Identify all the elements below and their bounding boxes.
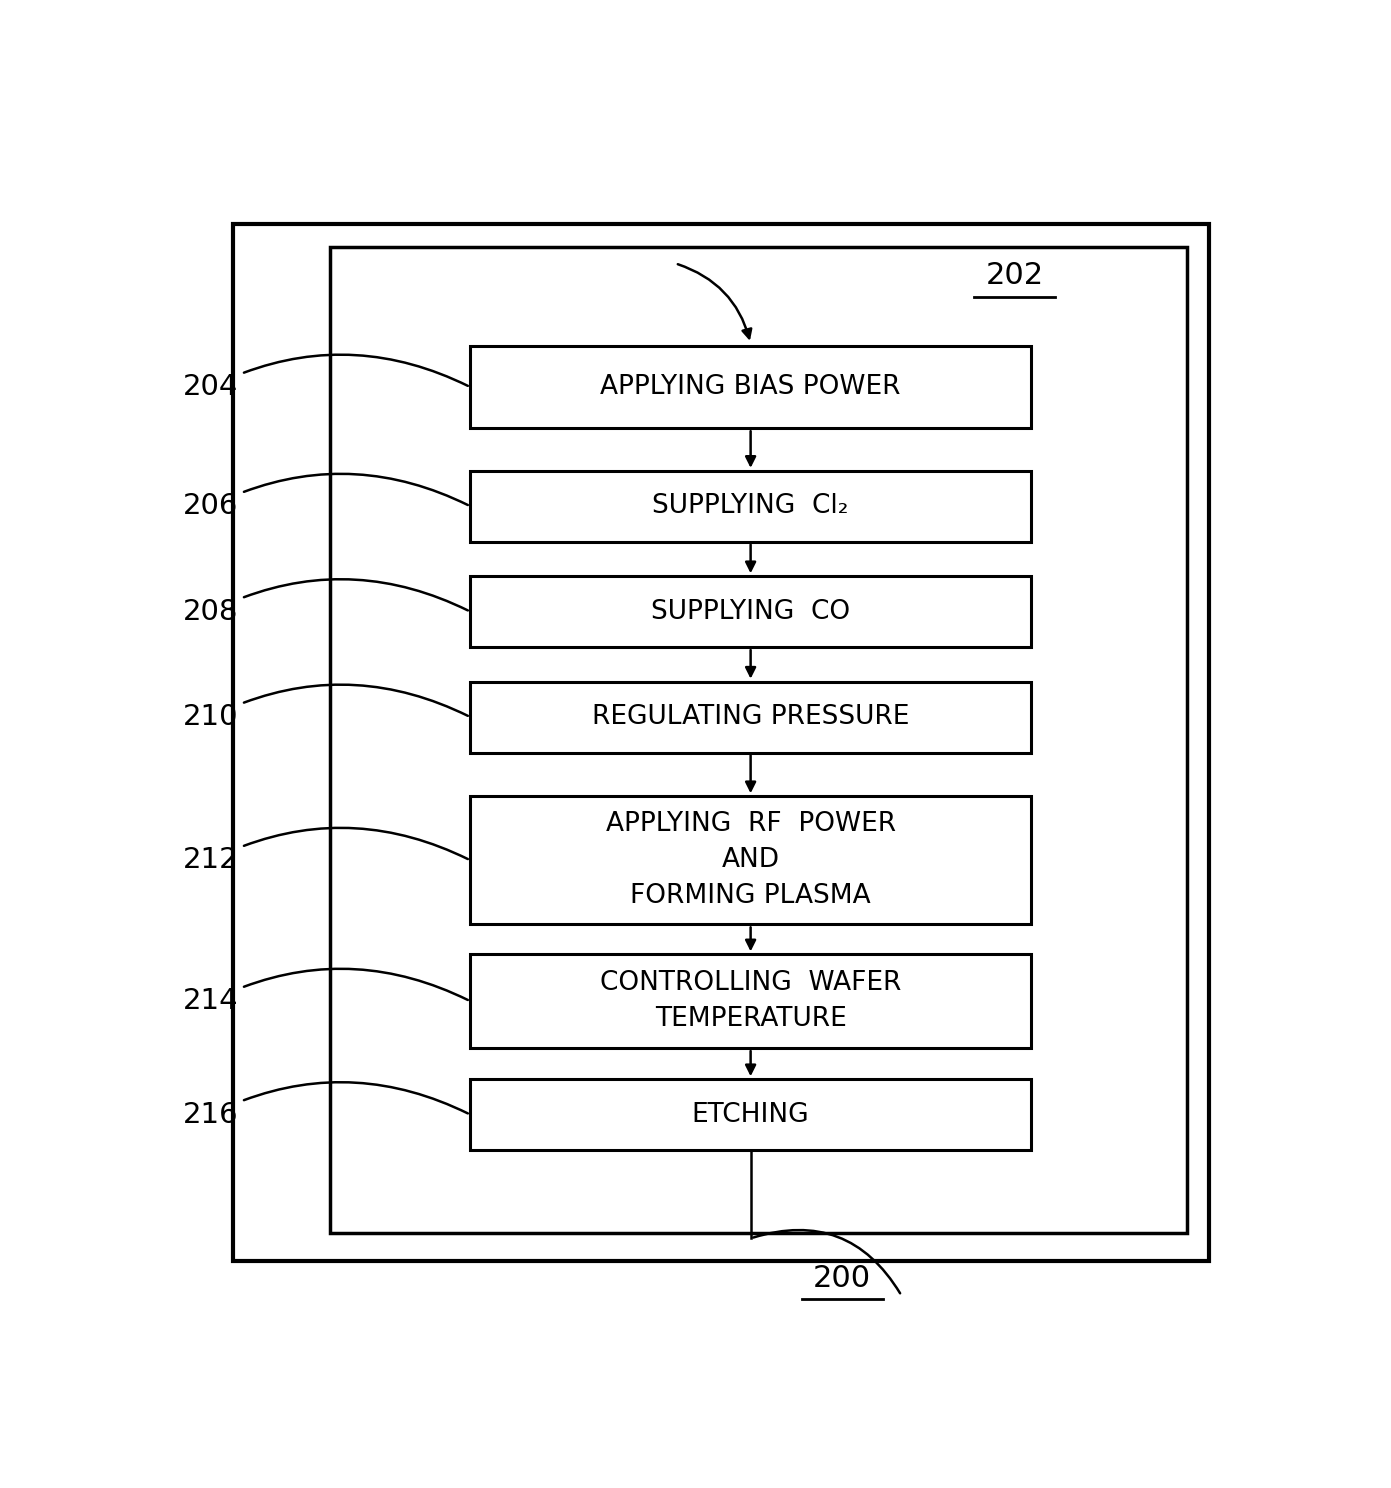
Text: 202: 202 [986, 262, 1043, 290]
Text: 210: 210 [184, 684, 467, 731]
Text: 212: 212 [184, 827, 467, 875]
FancyBboxPatch shape [470, 954, 1031, 1048]
Text: ETCHING: ETCHING [691, 1101, 810, 1128]
FancyBboxPatch shape [234, 225, 1209, 1262]
Text: CONTROLLING  WAFER
TEMPERATURE: CONTROLLING WAFER TEMPERATURE [600, 970, 901, 1033]
FancyBboxPatch shape [470, 576, 1031, 647]
Text: SUPPLYING  CO: SUPPLYING CO [651, 598, 850, 625]
Text: SUPPLYING  Cl₂: SUPPLYING Cl₂ [652, 493, 849, 519]
Text: REGULATING PRESSURE: REGULATING PRESSURE [593, 704, 910, 731]
Text: 200: 200 [814, 1263, 871, 1293]
FancyBboxPatch shape [470, 796, 1031, 924]
Text: 204: 204 [184, 354, 467, 402]
Text: 214: 214 [184, 969, 467, 1015]
FancyBboxPatch shape [330, 247, 1188, 1232]
Text: 208: 208 [184, 579, 467, 625]
Text: APPLYING BIAS POWER: APPLYING BIAS POWER [601, 373, 901, 400]
Text: APPLYING  RF  POWER
AND
FORMING PLASMA: APPLYING RF POWER AND FORMING PLASMA [605, 811, 896, 909]
Text: 206: 206 [184, 473, 467, 521]
Text: 216: 216 [184, 1082, 467, 1128]
FancyBboxPatch shape [470, 1079, 1031, 1150]
FancyBboxPatch shape [470, 682, 1031, 753]
FancyBboxPatch shape [470, 345, 1031, 429]
FancyBboxPatch shape [470, 470, 1031, 542]
